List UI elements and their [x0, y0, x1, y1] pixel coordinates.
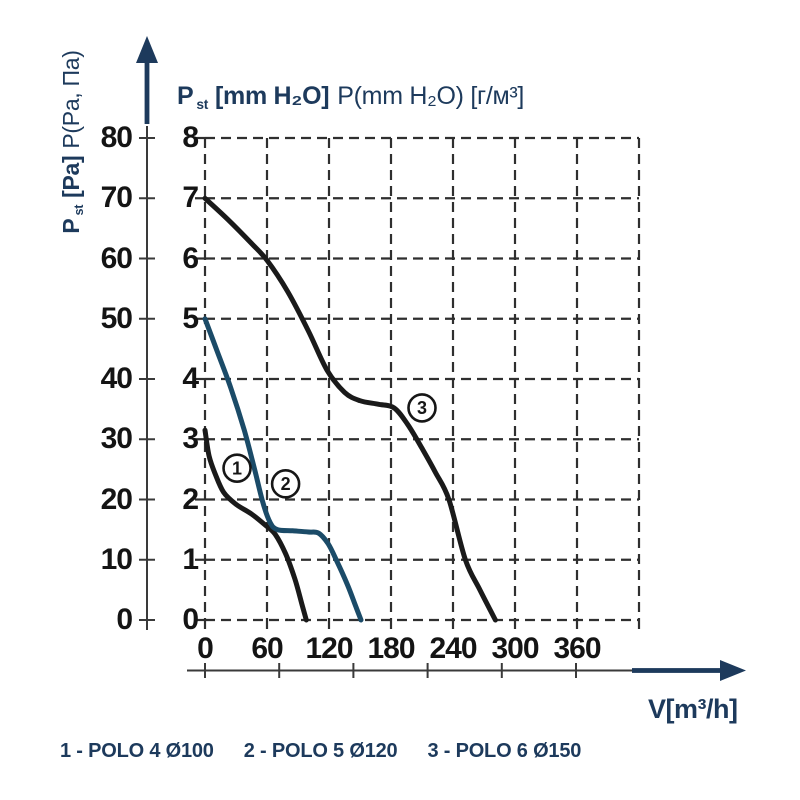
legend-item-3: 3 - POLO 6 Ø150 — [427, 740, 582, 762]
x-axis-title: V[m³/h] — [648, 694, 738, 724]
mm-axis-title-regular: P(mm H₂O) [г/м³] — [337, 82, 525, 110]
curve-marker-circle — [407, 393, 437, 423]
pa-tick-label: 70 — [100, 181, 133, 215]
pa-tick-label: 0 — [116, 603, 133, 636]
legend-item-1: 1 - POLO 4 Ø100 — [60, 740, 214, 762]
x-axis-arrow — [632, 660, 746, 681]
mm-tick-label: 5 — [182, 301, 199, 335]
curve-marker-circle — [270, 469, 301, 499]
subscript-st: st — [196, 96, 209, 112]
pa-tick-label: 30 — [100, 422, 133, 456]
mm-tick-label: 2 — [182, 482, 199, 516]
grid — [195, 136, 641, 629]
legend-item-2: 2 - POLO 5 Ø120 — [243, 740, 398, 762]
x-arrow-shaft — [632, 668, 724, 673]
pa-tick-label: 80 — [100, 121, 133, 154]
mm-tick-label: 7 — [182, 181, 199, 215]
curve-polo-2 — [202, 316, 364, 623]
curve-marker-2: 2 — [270, 469, 301, 499]
mm-tick-label: 3 — [182, 422, 199, 456]
pa-tick-label: 60 — [100, 241, 133, 275]
pa-tick-label: 40 — [100, 362, 133, 395]
mm-tick-label: 0 — [182, 603, 199, 636]
pa-tick-label: 10 — [100, 542, 133, 576]
legend: 1 - POLO 4 Ø100 2 - POLO 5 Ø120 3 - POLO… — [60, 740, 581, 763]
curve-polo-1 — [202, 427, 309, 623]
mm-tick-label: 1 — [182, 542, 199, 576]
v-axis — [187, 663, 632, 678]
curve-marker-1: 1 — [222, 453, 252, 483]
curve-marker-number: 1 — [232, 458, 242, 478]
x-tick-label: 0 — [197, 632, 214, 665]
mm-tick-label: 8 — [182, 121, 199, 154]
pa-tick-label: 50 — [100, 301, 133, 335]
curve-marker-3: 3 — [407, 393, 437, 423]
pa-tick-label: 20 — [100, 482, 133, 516]
curve-marker-number: 2 — [281, 474, 291, 494]
x-tick-label: 180 — [367, 632, 415, 665]
curve-marker-circle — [222, 453, 252, 483]
pa-axis — [139, 126, 155, 630]
x-tick-label: 60 — [251, 632, 283, 665]
curve-marker-number: 3 — [417, 398, 427, 418]
x-arrow-head-icon — [720, 660, 746, 681]
x-tick-label: 300 — [491, 632, 539, 665]
mm-tick-label: 6 — [182, 241, 199, 275]
y-arrow-head-icon — [136, 36, 158, 63]
x-tick-label: 360 — [553, 632, 601, 665]
y-arrow-shaft — [144, 56, 150, 124]
y-axis-arrow — [136, 36, 158, 124]
mm-tick-label: 4 — [182, 362, 199, 395]
curve-polo-3 — [202, 195, 498, 623]
x-tick-label: 240 — [429, 632, 477, 665]
x-tick-label: 120 — [305, 632, 353, 665]
